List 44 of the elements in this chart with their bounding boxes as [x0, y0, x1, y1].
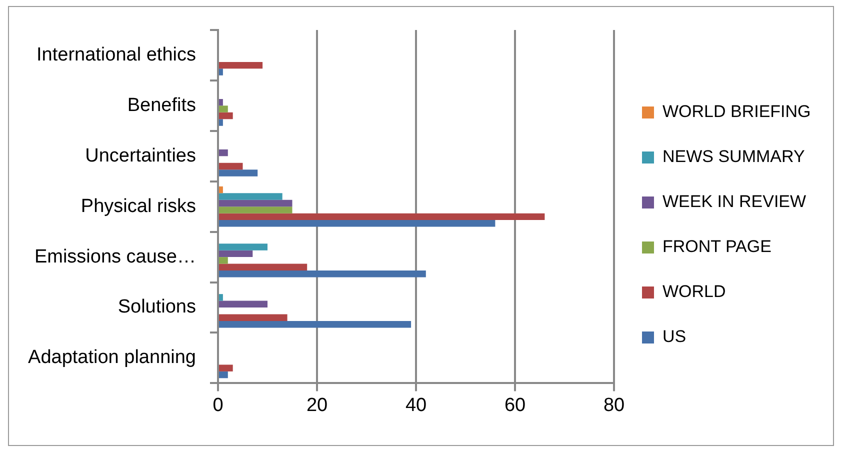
bar: [219, 244, 268, 250]
x-tick-label: 80: [603, 394, 625, 416]
bar: [219, 294, 223, 301]
legend-label: NEWS SUMMARY: [662, 147, 805, 166]
y-tick-label: Emissions cause…: [34, 246, 196, 268]
y-tick-label: Physical risks: [80, 196, 196, 217]
y-tick-label: Solutions: [118, 296, 196, 318]
bar: [219, 170, 258, 176]
y-tick-label: International ethics: [36, 44, 196, 66]
y-tick-label: Uncertainties: [85, 145, 196, 166]
bar: [219, 112, 233, 120]
bar: [219, 162, 243, 170]
bar: [219, 213, 545, 220]
bar: [219, 250, 253, 258]
legend-label: WEEK IN REVIEW: [662, 192, 806, 212]
bar: [219, 98, 223, 106]
bar: [219, 270, 426, 278]
bar: [219, 371, 228, 378]
bar: [219, 220, 496, 227]
bar: [219, 364, 233, 372]
x-tick-label: 40: [405, 394, 427, 416]
bar: [219, 200, 292, 207]
x-tick-label: 0: [212, 394, 224, 416]
x-tick-label: 60: [504, 394, 526, 416]
bar: [219, 193, 282, 200]
bar: [219, 264, 308, 271]
bar: [219, 314, 288, 321]
bar: [219, 106, 228, 112]
legend-label: US: [662, 327, 686, 346]
bar: [219, 320, 412, 328]
bar: [219, 149, 228, 156]
x-tick-label: 20: [306, 394, 328, 416]
legend-label: FRONT PAGE: [662, 237, 772, 256]
legend-label: WORLD BRIEFING: [662, 102, 811, 122]
legend-label: WORLD: [662, 282, 726, 302]
bar: [219, 186, 223, 194]
bar: [219, 68, 223, 76]
y-tick-label: Benefits: [127, 94, 196, 116]
y-tick-label: Adaptation planning: [28, 347, 196, 368]
bar: [219, 300, 268, 308]
bar: [219, 119, 223, 126]
bar: [219, 257, 228, 264]
bar: [219, 62, 263, 69]
bar: [219, 206, 292, 214]
